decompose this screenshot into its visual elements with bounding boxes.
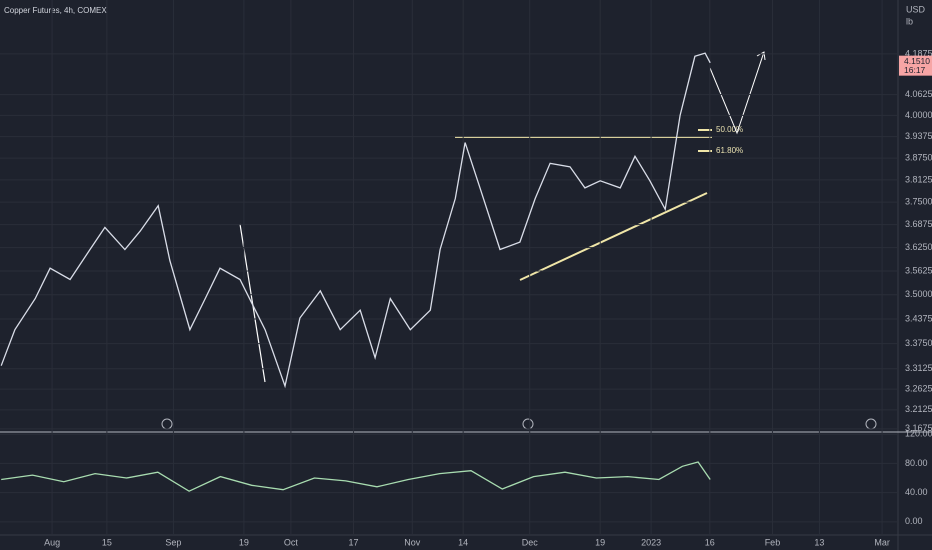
price-line bbox=[1, 461, 711, 492]
y-tick-label: 0.00 bbox=[905, 516, 923, 526]
x-tick-label: 16 bbox=[705, 537, 715, 547]
y-tick-label: 3.5000 bbox=[905, 289, 932, 299]
y-tick-label: 3.3750 bbox=[905, 338, 932, 348]
y-tick-label: 3.8750 bbox=[905, 152, 932, 162]
x-tick-label: Sep bbox=[165, 537, 181, 547]
y-tick-label: 3.7500 bbox=[905, 196, 932, 206]
y-tick-label: 3.8125 bbox=[905, 174, 932, 184]
y-tick-label: 4.0000 bbox=[905, 110, 932, 120]
y-tick-label: 3.9375 bbox=[905, 131, 932, 141]
x-tick-label: Dec bbox=[522, 537, 539, 547]
arrow-head bbox=[756, 51, 766, 61]
y-tick-label: 3.4375 bbox=[905, 313, 932, 323]
y-tick-label: 4.0625 bbox=[905, 89, 932, 99]
fib-label: 50.00% bbox=[716, 125, 743, 134]
y-tick-label: 3.3125 bbox=[905, 363, 932, 373]
currency: USD bbox=[906, 4, 926, 14]
x-tick-label: Oct bbox=[284, 537, 299, 547]
fib-label: 61.80% bbox=[716, 146, 743, 155]
chart-title: Copper Futures, 4h, COMEX bbox=[4, 6, 107, 15]
y-tick-label: 3.5625 bbox=[905, 265, 932, 275]
x-tick-label: 15 bbox=[102, 537, 112, 547]
y-tick-label: 3.2625 bbox=[905, 384, 932, 394]
y-tick-label: 3.6250 bbox=[905, 242, 932, 252]
x-tick-label: 19 bbox=[239, 537, 249, 547]
price-tag bbox=[899, 55, 932, 76]
price-tag-label: 4.1510 bbox=[904, 56, 930, 66]
y-tick-label: 80.00 bbox=[905, 458, 928, 468]
x-tick-label: 19 bbox=[595, 537, 605, 547]
support-line bbox=[519, 192, 708, 281]
y-tick-label: 120.00 bbox=[905, 429, 932, 439]
x-tick-label: Feb bbox=[765, 537, 781, 547]
projection-arrow bbox=[709, 51, 765, 135]
price-tag-time: 16:17 bbox=[904, 65, 926, 75]
x-tick-label: 17 bbox=[349, 537, 359, 547]
unit: lb bbox=[906, 16, 913, 26]
price-line bbox=[0, 52, 711, 389]
x-tick-label: Mar bbox=[874, 537, 890, 547]
y-tick-label: 40.00 bbox=[905, 487, 928, 497]
x-tick-label: 14 bbox=[458, 537, 468, 547]
x-tick-label: Aug bbox=[44, 537, 60, 547]
x-tick-label: 2023 bbox=[641, 537, 661, 547]
x-tick-label: Nov bbox=[404, 537, 421, 547]
y-tick-label: 3.1675 bbox=[905, 423, 932, 433]
y-tick-label: 4.1875 bbox=[905, 48, 932, 58]
y-tick-label: 3.2125 bbox=[905, 404, 932, 414]
y-tick-label: 3.6875 bbox=[905, 219, 932, 229]
x-tick-label: 13 bbox=[814, 537, 824, 547]
